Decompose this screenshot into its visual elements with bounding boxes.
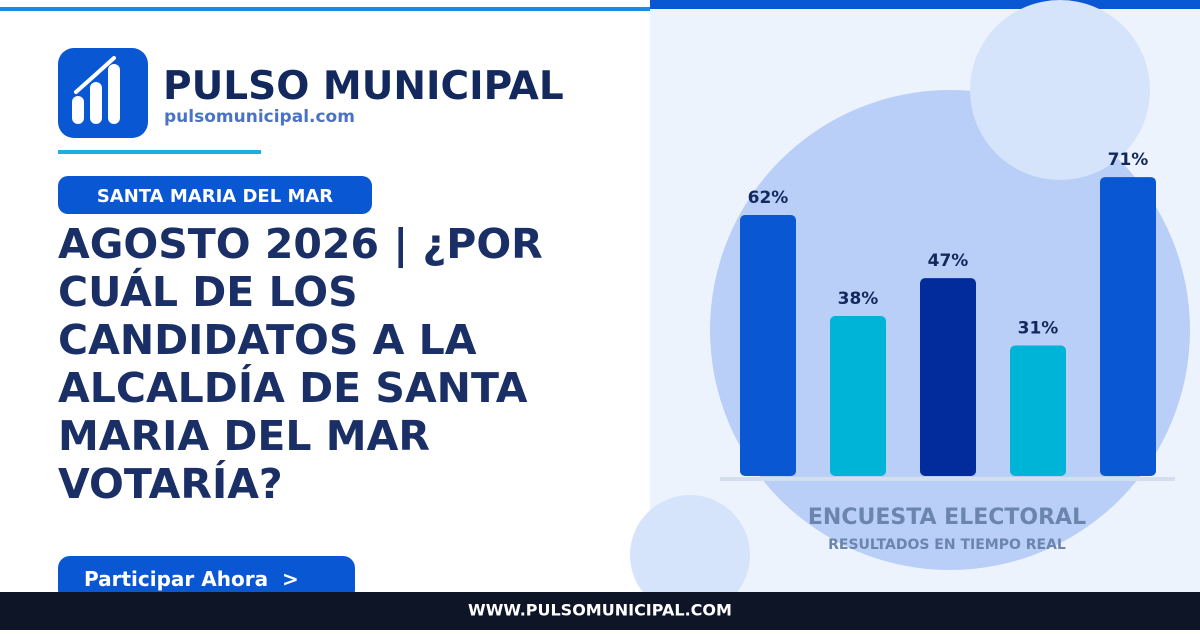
headline-line: AGOSTO 2026 | ¿POR (58, 220, 543, 269)
headline-line: ALCALDÍA DE SANTA (58, 364, 528, 412)
tag: SANTA MARIA DEL MAR (97, 186, 333, 207)
bars: 62% 38% 47% 31% 71% (740, 150, 1156, 477)
brand-url: pulsomunicipal.com (164, 107, 355, 127)
value-label: 31% (1018, 318, 1059, 338)
bar (1010, 345, 1066, 476)
divider (58, 150, 261, 154)
value-label: 62% (748, 188, 789, 208)
bar (920, 278, 976, 476)
headline-line: MARIA DEL MAR (58, 412, 430, 460)
headline-line: CUÁL DE LOS (58, 268, 358, 316)
footer-bar (0, 592, 1200, 630)
logo (58, 48, 148, 138)
tag-pill (58, 176, 372, 214)
chart-subtitle: RESULTADOS EN TIEMPO REAL (828, 537, 1066, 553)
bar (740, 214, 796, 477)
bg-circle (970, 0, 1150, 180)
bg-circle (630, 495, 750, 615)
headline-line: VOTARÍA? (58, 460, 283, 508)
top-band (650, 0, 1200, 9)
value-label: 38% (838, 289, 879, 309)
brand-name: PULSO MUNICIPAL (163, 64, 564, 109)
top-line (0, 7, 650, 11)
bar (1100, 177, 1156, 476)
footer-url: WWW.PULSOMUNICIPAL.COM (468, 601, 732, 620)
cta-button[interactable] (58, 556, 355, 602)
value-label: 47% (928, 251, 969, 271)
bar (830, 316, 886, 476)
cta-label[interactable]: Participar Ahora > (84, 567, 299, 591)
value-label: 71% (1108, 150, 1149, 170)
headline-line: CANDIDATOS A LA (58, 316, 477, 364)
chart-title: ENCUESTA ELECTORAL (808, 505, 1086, 530)
